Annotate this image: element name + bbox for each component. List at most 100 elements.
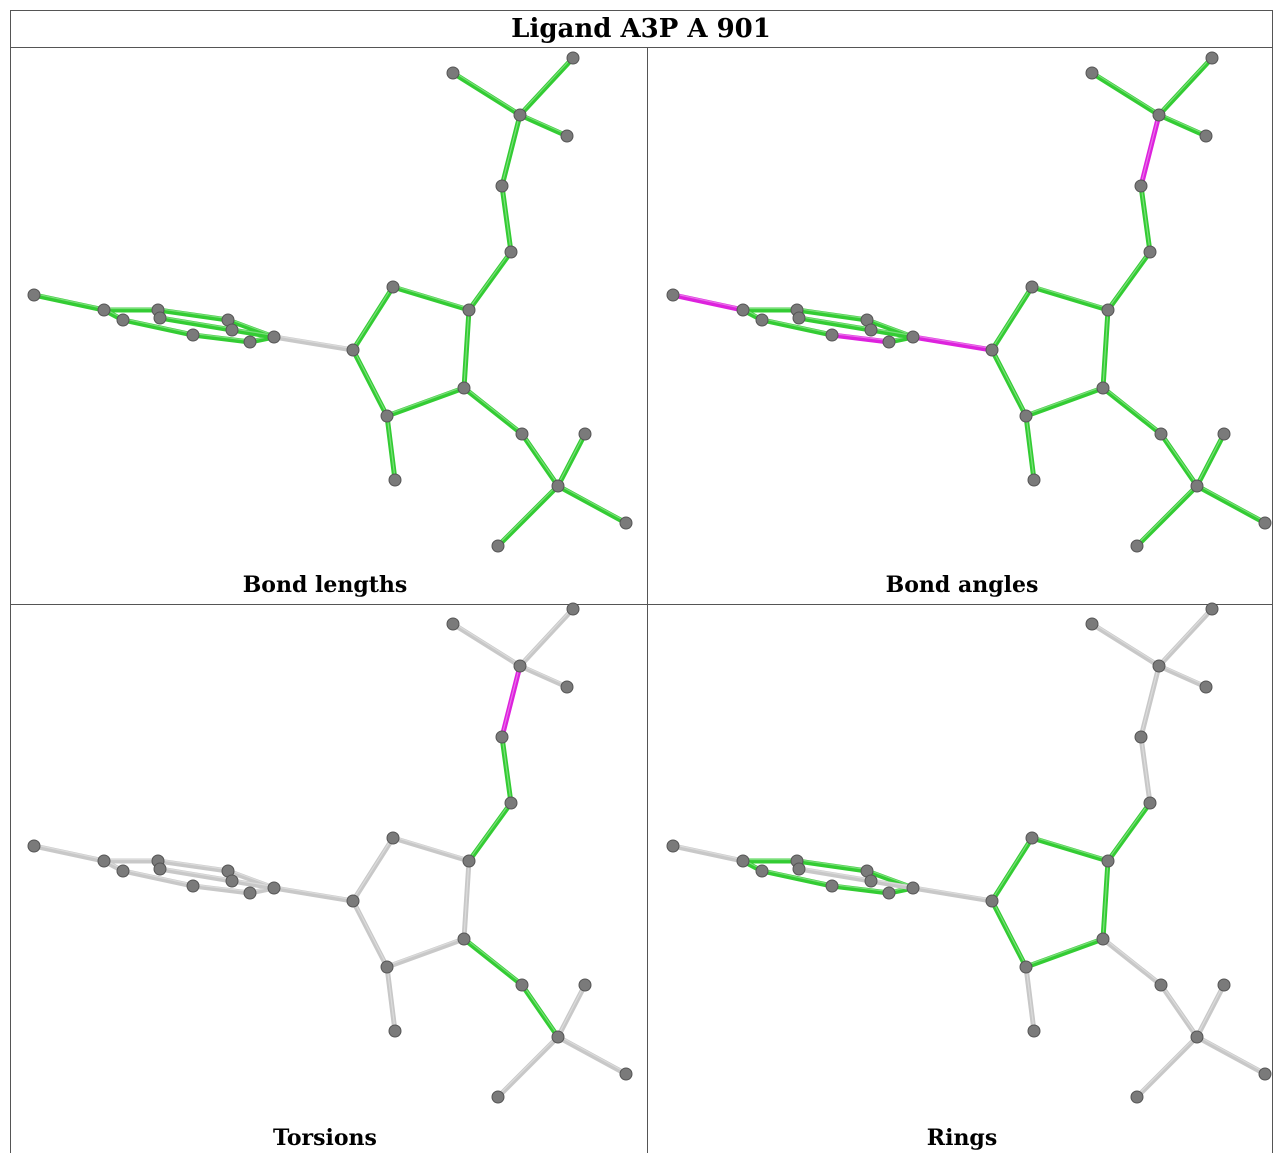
bond bbox=[1023, 936, 1106, 970]
atom bbox=[1096, 932, 1110, 946]
atom bbox=[1019, 409, 1033, 423]
bond bbox=[384, 964, 398, 1034]
bond-highlight bbox=[1025, 965, 1035, 1030]
molecule-image bbox=[666, 602, 1272, 1104]
atom bbox=[1154, 427, 1168, 441]
bond bbox=[1138, 183, 1153, 255]
atom bbox=[1258, 516, 1272, 530]
bond-highlight bbox=[672, 292, 744, 310]
molecule-image bbox=[27, 51, 633, 553]
bond-highlight bbox=[519, 112, 568, 136]
bond bbox=[1029, 284, 1111, 313]
atom bbox=[1143, 796, 1157, 810]
bond bbox=[461, 385, 525, 437]
atom bbox=[1130, 539, 1144, 553]
bond-highlight bbox=[1158, 663, 1207, 687]
atom bbox=[495, 730, 509, 744]
atom bbox=[1258, 1067, 1272, 1081]
bond bbox=[519, 431, 561, 489]
bond-highlight bbox=[557, 483, 627, 523]
bond-highlight bbox=[157, 858, 229, 871]
bond-highlight bbox=[1196, 983, 1225, 1036]
bond bbox=[910, 885, 995, 904]
bond-highlight bbox=[1136, 1035, 1198, 1096]
bond-highlight bbox=[159, 315, 233, 330]
atom bbox=[1217, 427, 1231, 441]
bond bbox=[1023, 964, 1037, 1034]
bond bbox=[461, 858, 472, 942]
atom bbox=[116, 313, 130, 327]
bond bbox=[31, 292, 107, 313]
atom bbox=[153, 862, 167, 876]
atom bbox=[1019, 960, 1033, 974]
atom bbox=[560, 129, 574, 143]
bond-highlight bbox=[352, 899, 388, 966]
bond-highlight bbox=[672, 843, 744, 861]
bond-highlight bbox=[1158, 56, 1213, 114]
bond-highlight bbox=[386, 414, 396, 479]
bond bbox=[868, 878, 916, 891]
bond bbox=[1158, 431, 1200, 489]
atom bbox=[513, 108, 527, 122]
bond-highlight bbox=[798, 315, 872, 330]
bond-highlight bbox=[831, 883, 890, 893]
bond-highlight bbox=[497, 484, 559, 545]
bond-highlight bbox=[452, 621, 521, 666]
bond-highlight bbox=[1160, 432, 1198, 485]
atom bbox=[380, 409, 394, 423]
bond-highlight bbox=[1102, 308, 1109, 387]
bond-highlight bbox=[227, 868, 275, 888]
bond-highlight bbox=[557, 983, 586, 1036]
bond-highlight bbox=[352, 348, 388, 415]
atom bbox=[1154, 978, 1168, 992]
bond-highlight bbox=[991, 285, 1033, 349]
atom bbox=[462, 854, 476, 868]
atom bbox=[551, 479, 565, 493]
atom bbox=[457, 381, 471, 395]
atom bbox=[736, 854, 750, 868]
bond bbox=[499, 663, 523, 740]
bond-highlight bbox=[1091, 621, 1160, 666]
atom bbox=[666, 839, 680, 853]
atom bbox=[736, 303, 750, 317]
atom bbox=[1027, 1024, 1041, 1038]
atom bbox=[380, 960, 394, 974]
bond-highlight bbox=[521, 983, 559, 1036]
bond-highlight bbox=[831, 332, 890, 342]
atom bbox=[1152, 108, 1166, 122]
molecule-image bbox=[666, 51, 1272, 553]
atom bbox=[1199, 680, 1213, 694]
atom bbox=[1190, 479, 1204, 493]
bond-highlight bbox=[1140, 664, 1160, 736]
bond bbox=[1156, 55, 1215, 118]
bond-highlight bbox=[463, 308, 470, 387]
caption: Bond lengths bbox=[243, 572, 408, 598]
bond-highlight bbox=[122, 317, 194, 335]
atom bbox=[1096, 381, 1110, 395]
bond bbox=[910, 334, 995, 353]
atom bbox=[1190, 1030, 1204, 1044]
bond bbox=[350, 898, 390, 970]
atom bbox=[755, 864, 769, 878]
atom bbox=[386, 280, 400, 294]
atom bbox=[578, 427, 592, 441]
atom bbox=[27, 839, 41, 853]
atom bbox=[346, 343, 360, 357]
bond bbox=[517, 112, 570, 139]
bond-highlight bbox=[1025, 936, 1104, 967]
bond bbox=[461, 936, 525, 988]
bond bbox=[157, 315, 235, 333]
bond-highlight bbox=[386, 965, 396, 1030]
bond bbox=[517, 663, 570, 690]
bond bbox=[759, 868, 835, 889]
atom bbox=[1130, 1090, 1144, 1104]
bond bbox=[495, 483, 561, 549]
bond-highlight bbox=[231, 878, 275, 888]
bond-highlight bbox=[796, 858, 868, 871]
bond bbox=[1156, 112, 1209, 139]
bond bbox=[1023, 385, 1106, 419]
bond bbox=[989, 347, 1029, 419]
bond-highlight bbox=[392, 284, 470, 310]
bond bbox=[1194, 982, 1227, 1040]
